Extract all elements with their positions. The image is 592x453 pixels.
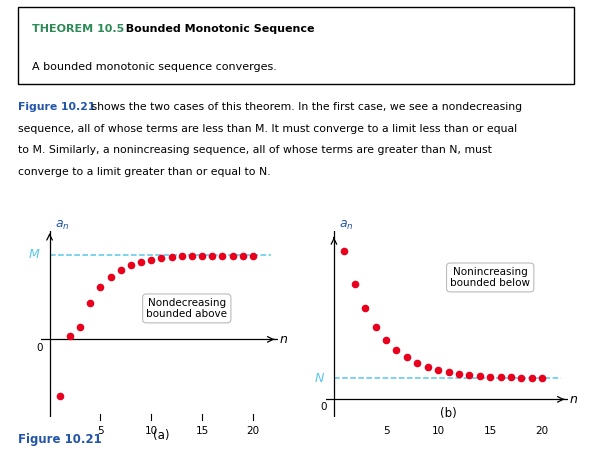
Point xyxy=(413,359,422,366)
Text: $N$: $N$ xyxy=(314,372,324,385)
Text: Nonincreasing
bounded below: Nonincreasing bounded below xyxy=(450,267,530,288)
Point xyxy=(496,373,506,381)
Point xyxy=(207,253,217,260)
Text: $n$: $n$ xyxy=(279,333,288,346)
Text: $M$: $M$ xyxy=(28,248,40,261)
FancyBboxPatch shape xyxy=(18,7,574,84)
Point xyxy=(85,299,95,306)
Point xyxy=(423,363,432,371)
Point xyxy=(444,368,453,376)
Text: (b): (b) xyxy=(440,407,457,420)
Point xyxy=(433,366,443,373)
Text: Bounded Monotonic Sequence: Bounded Monotonic Sequence xyxy=(118,24,314,34)
Point xyxy=(177,253,186,260)
Point xyxy=(248,253,258,260)
Point xyxy=(371,323,380,330)
Text: sequence, all of whose terms are less than M. It must converge to a limit less t: sequence, all of whose terms are less th… xyxy=(18,124,517,134)
Text: Nondecreasing
bounded above: Nondecreasing bounded above xyxy=(146,298,227,319)
Point xyxy=(538,374,547,381)
Point xyxy=(350,280,359,288)
Point xyxy=(228,253,237,260)
Point xyxy=(402,354,411,361)
Text: (a): (a) xyxy=(153,429,170,442)
Text: $a_n$: $a_n$ xyxy=(339,219,354,232)
Point xyxy=(517,374,526,381)
Point xyxy=(465,371,474,379)
Text: A bounded monotonic sequence converges.: A bounded monotonic sequence converges. xyxy=(32,62,276,72)
Point xyxy=(167,253,176,260)
Point xyxy=(218,253,227,260)
Point xyxy=(197,253,207,260)
Text: 0: 0 xyxy=(320,402,327,412)
Point xyxy=(106,274,115,281)
Point xyxy=(340,247,349,255)
Point xyxy=(238,253,247,260)
Text: THEOREM 10.5: THEOREM 10.5 xyxy=(32,24,124,34)
Point xyxy=(55,392,65,400)
Text: converge to a limit greater than or equal to N.: converge to a limit greater than or equa… xyxy=(18,167,271,177)
Point xyxy=(527,374,536,381)
Point xyxy=(146,256,156,263)
Text: Figure 10.21: Figure 10.21 xyxy=(18,433,101,446)
Point xyxy=(381,337,391,344)
Text: to M. Similarly, a nonincreasing sequence, all of whose terms are greater than N: to M. Similarly, a nonincreasing sequenc… xyxy=(18,145,491,155)
Point xyxy=(116,266,126,274)
Point xyxy=(506,374,516,381)
Point xyxy=(392,347,401,354)
Point xyxy=(96,284,105,291)
Text: $n$: $n$ xyxy=(570,393,578,406)
Point xyxy=(126,261,136,269)
Point xyxy=(187,253,197,260)
Point xyxy=(75,323,85,331)
Point xyxy=(65,333,75,340)
Point xyxy=(475,372,484,380)
Text: 0: 0 xyxy=(36,343,43,353)
Point xyxy=(136,258,146,265)
Point xyxy=(485,373,495,380)
Text: $a_n$: $a_n$ xyxy=(54,219,69,232)
Point xyxy=(361,305,370,312)
Text: Figure 10.21: Figure 10.21 xyxy=(18,102,95,112)
Text: shows the two cases of this theorem. In the first case, we see a nondecreasing: shows the two cases of this theorem. In … xyxy=(88,102,522,112)
Point xyxy=(157,255,166,262)
Point xyxy=(454,370,464,377)
